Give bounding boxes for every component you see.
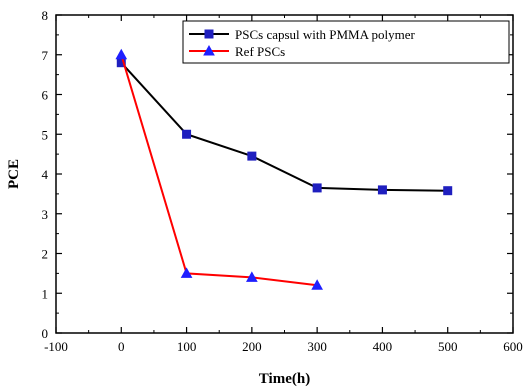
data-point (312, 183, 322, 193)
legend-box (182, 20, 510, 64)
x-tick-label: 400 (373, 339, 393, 354)
legend-label: Ref PSCs (235, 44, 285, 59)
series-line (120, 62, 448, 192)
y-tick-label: 4 (42, 167, 49, 182)
data-point (115, 48, 128, 60)
x-axis-title: Time(h) (259, 371, 310, 387)
legend-label: PSCs capsul with PMMA polymer (235, 27, 416, 42)
series-2 (115, 48, 323, 290)
x-tick-label: 100 (177, 339, 197, 354)
data-point (247, 151, 257, 161)
y-axis-title: PCE (6, 159, 22, 189)
data-point (182, 129, 192, 139)
x-tick-label: 300 (307, 339, 327, 354)
series-layer (115, 48, 453, 290)
y-tick-label: 6 (42, 88, 49, 103)
x-tick-label: 0 (118, 339, 125, 354)
y-tick-label: 1 (42, 286, 49, 301)
legend-marker (203, 44, 215, 56)
y-tick-label: 2 (42, 247, 49, 262)
x-tick-label: 500 (438, 339, 458, 354)
x-tick-label: -100 (44, 339, 68, 354)
data-point (180, 267, 193, 278)
y-tick-label: 5 (42, 127, 49, 142)
y-tick-label: 8 (42, 8, 49, 23)
y-tick-label: 0 (42, 326, 49, 341)
y-tick-label: 7 (42, 48, 49, 63)
data-point (377, 185, 387, 195)
x-tick-label: 600 (503, 339, 523, 354)
legend: PSCs capsul with PMMA polymer Ref PSCs (182, 20, 510, 64)
y-tick-label: 3 (42, 207, 49, 222)
series-line (120, 54, 318, 287)
data-point (311, 279, 323, 290)
data-point (246, 271, 258, 282)
series-1 (116, 58, 453, 196)
legend-marker (204, 29, 214, 39)
x-tick-label: 200 (242, 339, 262, 354)
data-point (443, 186, 453, 196)
